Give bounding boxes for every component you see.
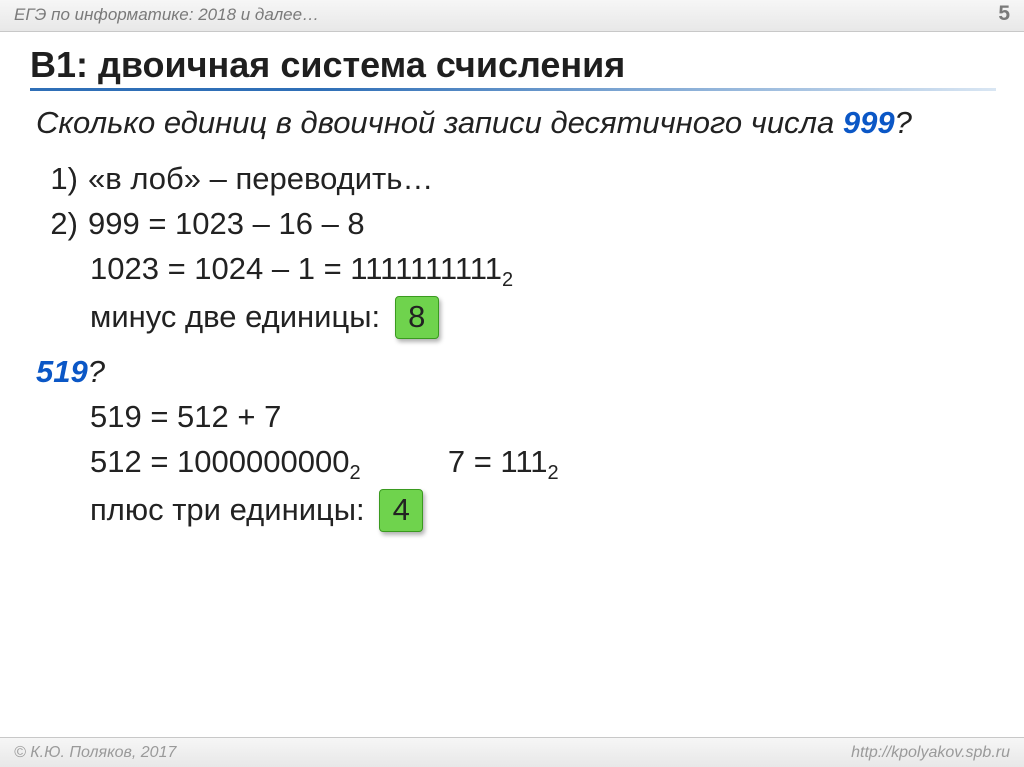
question-2-suffix: ? [88, 354, 105, 389]
line-3-sub: 2 [502, 269, 513, 291]
question-2-highlight: 519 [36, 354, 88, 389]
question-text: Сколько единиц в двоичной записи десятич… [30, 103, 994, 143]
title-underline [30, 88, 996, 91]
line-6: 512 = 10000000002 7 = 1112 [30, 440, 994, 488]
line-2: 2) 999 = 1023 – 16 – 8 [30, 202, 994, 247]
answer-box-2: 4 [379, 489, 423, 531]
footer-copyright: © К.Ю. Поляков, 2017 [14, 744, 176, 762]
footer-bar: © К.Ю. Поляков, 2017 http://kpolyakov.sp… [0, 737, 1024, 767]
page-number: 5 [998, 2, 1010, 26]
line-2-text: 999 = 1023 – 16 – 8 [88, 206, 365, 241]
question-highlight: 999 [843, 105, 895, 140]
line-7: плюс три единицы: 4 [30, 488, 994, 533]
header-left-text: ЕГЭ по информатике: 2018 и далее… [14, 5, 319, 25]
line-3-text: 1023 = 1024 – 1 = 1111111111 [90, 251, 502, 286]
line-1: 1) «в лоб» – переводить… [30, 157, 994, 202]
list-number-2: 2) [36, 202, 78, 247]
line-3: 1023 = 1024 – 1 = 11111111112 [30, 247, 994, 295]
footer-url: http://kpolyakov.spb.ru [851, 744, 1010, 762]
header-bar: ЕГЭ по информатике: 2018 и далее… 5 [0, 0, 1024, 32]
line-1-text: «в лоб» – переводить… [88, 161, 433, 196]
question-2: 519? [30, 350, 994, 395]
line-6b-sub: 2 [548, 462, 559, 484]
line-7-text: плюс три единицы: [90, 492, 365, 527]
list-number-1: 1) [36, 157, 78, 202]
line-6a-sub: 2 [349, 462, 360, 484]
line-4: минус две единицы: 8 [30, 295, 994, 340]
line-6b-text: 7 = 111 [448, 444, 548, 479]
question-suffix: ? [895, 105, 912, 140]
slide-title: В1: двоичная система счисления [30, 44, 994, 86]
line-5-text: 519 = 512 + 7 [90, 399, 281, 434]
line-6a-text: 512 = 1000000000 [90, 444, 349, 479]
answer-box-1: 8 [395, 296, 439, 338]
question-prefix: Сколько единиц в двоичной записи десятич… [36, 105, 843, 140]
line-5: 519 = 512 + 7 [30, 395, 994, 440]
line-4-text: минус две единицы: [90, 299, 380, 334]
slide-content: В1: двоичная система счисления Сколько е… [0, 32, 1024, 533]
